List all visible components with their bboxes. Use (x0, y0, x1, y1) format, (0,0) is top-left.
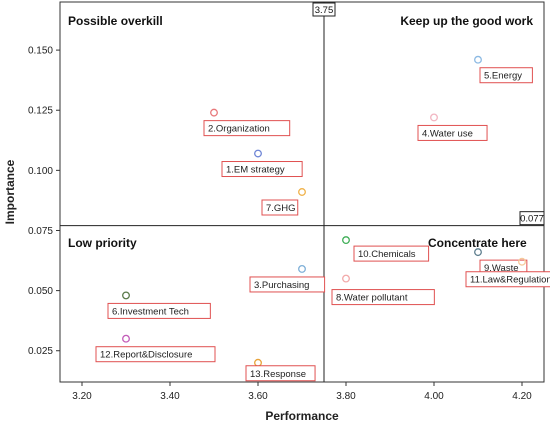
data-point-label-box (331, 289, 435, 306)
data-point: 10.Chemicals (342, 236, 430, 262)
data-point: 2.Organization (203, 108, 291, 137)
data-point-label-box (479, 67, 533, 84)
data-point-label: 12.Report&Disclosure (100, 350, 192, 361)
data-point-label: 1.EM strategy (226, 165, 285, 176)
quadrant-label-low-priority: Low priority (68, 236, 137, 250)
data-point-label-box (95, 346, 216, 363)
data-point-marker (298, 188, 306, 196)
quadrant-label-possible-overkill: Possible overkill (68, 14, 163, 28)
y-axis-title: Importance (3, 159, 17, 224)
data-point: 3.Purchasing (249, 265, 326, 293)
reference-label-importance: 0.077 (519, 211, 545, 226)
data-point-label-box (203, 120, 291, 137)
data-point-label: 13.Response (250, 369, 306, 380)
data-point: 1.EM strategy (221, 149, 303, 178)
data-point-label-box (221, 161, 303, 178)
x-tick-label: 3.60 (248, 391, 268, 402)
data-point-marker (430, 113, 438, 122)
data-point-marker (474, 248, 482, 257)
y-tick-label: 0.125 (28, 106, 53, 117)
data-point-label: 5.Energy (484, 71, 522, 82)
x-axis-title: Performance (265, 409, 339, 423)
data-point-label-box (261, 199, 299, 216)
data-point-label-box (245, 365, 316, 382)
data-point-marker (342, 236, 350, 245)
x-tick-label: 3.80 (336, 391, 356, 402)
y-tick-label: 0.075 (28, 226, 53, 237)
data-point-marker (342, 274, 350, 283)
data-point-label-box (465, 271, 550, 288)
data-point-marker (122, 334, 130, 343)
data-point-label: 2.Organization (208, 124, 270, 135)
y-tick-label: 0.100 (28, 166, 53, 177)
data-point-label: 3.Purchasing (254, 280, 309, 291)
reference-label-performance-text: 3.75 (315, 5, 334, 16)
x-tick-label: 4.20 (512, 391, 532, 402)
data-point-marker (298, 265, 306, 273)
data-point: 6.Investment Tech (107, 291, 211, 319)
data-point-label-box (249, 276, 326, 293)
data-point-label: 11.Law&Regulation (470, 275, 550, 286)
data-point-marker (254, 149, 262, 158)
quadrant-label-keep-up: Keep up the good work (400, 14, 533, 28)
x-axis-ticks: 3.20 3.40 3.60 3.80 4.00 4.20 (72, 382, 532, 402)
x-tick-label: 3.20 (72, 391, 92, 402)
plot-area (59, 1, 545, 383)
data-point: 8.Water pollutant (331, 274, 435, 306)
data-point-label-box (353, 245, 430, 262)
data-point-marker (122, 291, 130, 300)
data-point-label: 8.Water pollutant (336, 293, 408, 304)
quadrant-label-concentrate-here: Concentrate here (428, 236, 527, 250)
data-point: 4.Water use (417, 113, 488, 141)
reference-label-performance: 3.75 (312, 2, 336, 17)
data-points: 1.EM strategy 2.Organization 3.Purchasing 4… (95, 55, 550, 382)
y-tick-label: 0.050 (28, 286, 53, 297)
data-point-label: 7.GHG (266, 203, 296, 214)
data-point-marker (210, 108, 218, 117)
data-point: 11.Law&Regulation (465, 257, 550, 288)
x-tick-label: 3.40 (160, 391, 180, 402)
reference-label-performance-box (312, 2, 336, 17)
data-point-label-box (107, 302, 211, 319)
data-point: 5.Energy (474, 55, 533, 84)
data-point-marker (474, 55, 482, 64)
data-point-label: 4.Water use (422, 128, 473, 139)
data-point-label: 6.Investment Tech (112, 306, 189, 317)
data-point-label: 9.Waste (484, 263, 519, 274)
y-axis-ticks: 0.025 0.050 0.075 0.100 0.125 0.150 (28, 46, 60, 357)
data-point-label: 10.Chemicals (358, 249, 416, 260)
y-tick-label: 0.150 (28, 46, 53, 57)
y-tick-label: 0.025 (28, 346, 53, 357)
data-point-label-box (417, 124, 488, 141)
data-point: 12.Report&Disclosure (95, 334, 216, 363)
reference-label-importance-box (519, 211, 545, 226)
reference-label-importance-text: 0.077 (520, 214, 544, 225)
data-point-marker (518, 257, 526, 266)
x-tick-label: 4.00 (424, 391, 444, 402)
data-point: 7.GHG (261, 188, 306, 216)
data-point: 13.Response (245, 358, 316, 382)
